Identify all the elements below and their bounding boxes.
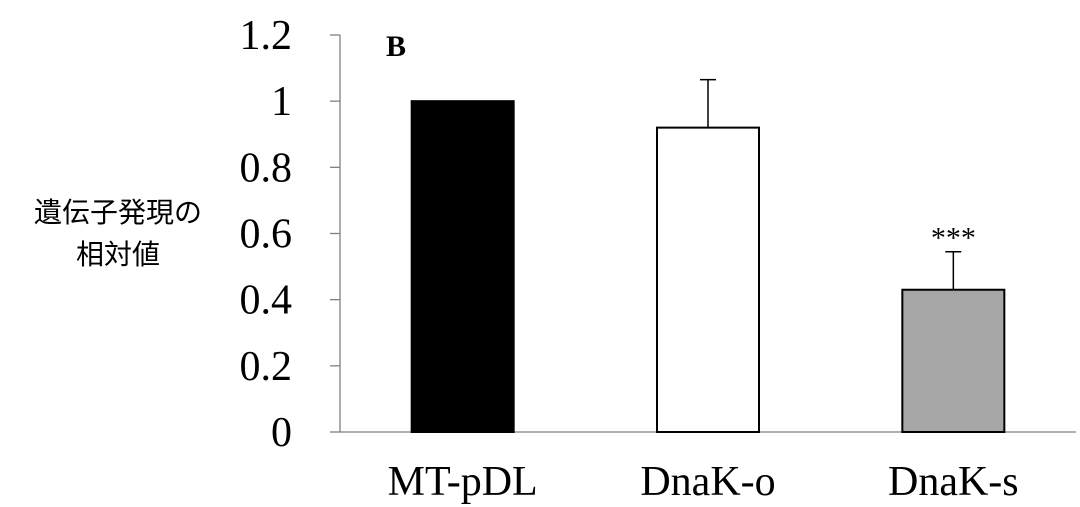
y-tick-label: 0.2 — [240, 344, 293, 390]
panel-label: B — [386, 30, 406, 63]
bar-DnaK-o — [656, 126, 760, 433]
x-tick-label: DnaK-o — [640, 459, 775, 505]
y-axis-label-line-1: 遺伝子発現の — [33, 196, 202, 229]
significance-label: *** — [931, 222, 976, 255]
x-tick-label: DnaK-s — [888, 459, 1019, 505]
y-tick-label: 0.4 — [240, 278, 293, 324]
bar-MT-pDL — [410, 100, 515, 434]
bar-DnaK-s — [901, 288, 1006, 433]
y-tick-label: 1 — [271, 79, 292, 125]
y-tick-label: 0 — [271, 410, 292, 456]
y-axis-label-line-2: 相対値 — [75, 238, 160, 271]
y-tick-label: 0.8 — [240, 145, 293, 191]
y-tick-label: 1.2 — [240, 13, 293, 59]
x-tick-label: MT-pDL — [388, 459, 538, 505]
y-tick-label: 0.6 — [240, 212, 293, 258]
